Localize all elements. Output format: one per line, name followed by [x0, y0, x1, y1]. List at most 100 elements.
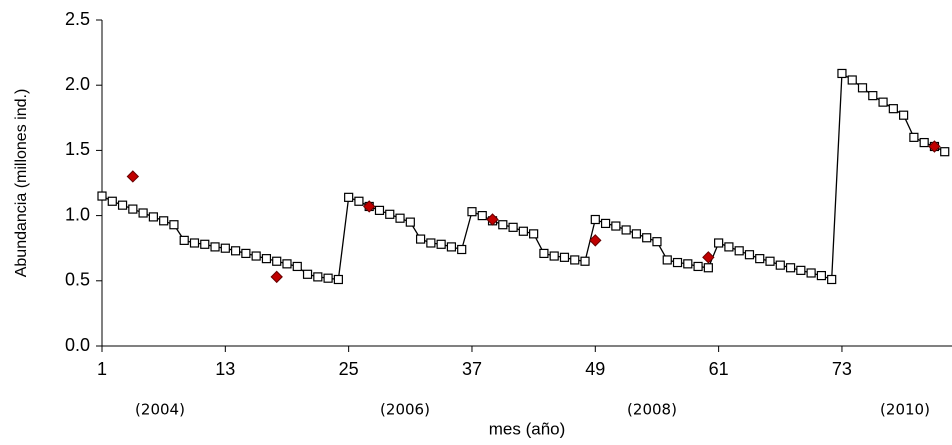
point	[251, 251, 261, 261]
point	[702, 251, 715, 264]
point	[693, 261, 703, 272]
point	[323, 273, 333, 283]
y-tick-label: 0.0	[65, 335, 90, 355]
y-tick-label: 0.5	[65, 270, 90, 290]
point	[775, 260, 785, 270]
point	[220, 243, 230, 253]
point	[272, 256, 282, 266]
point	[128, 204, 138, 214]
point	[806, 268, 816, 278]
point	[395, 213, 405, 223]
point	[642, 233, 652, 243]
y-axis-label: Abundancia (millones ind.)	[13, 89, 30, 278]
point	[816, 270, 826, 281]
point	[837, 68, 847, 79]
x-tick-label: 73	[832, 359, 852, 379]
point	[270, 270, 283, 284]
x-axis-label: mes (año)	[489, 419, 566, 438]
x-tick-label: 61	[709, 359, 729, 379]
point	[827, 274, 837, 285]
point	[374, 205, 385, 215]
point	[210, 242, 220, 252]
point	[928, 140, 941, 153]
point	[662, 255, 672, 265]
point	[169, 220, 179, 230]
point	[621, 225, 631, 235]
y-tick-label: 1.5	[65, 139, 90, 159]
point	[467, 207, 477, 217]
point	[539, 248, 549, 259]
y-tick-label: 1.0	[65, 204, 90, 224]
point	[724, 242, 734, 252]
point	[415, 234, 426, 244]
point	[333, 274, 343, 285]
point	[405, 217, 415, 227]
point	[703, 263, 713, 273]
point	[796, 265, 806, 275]
point	[354, 196, 364, 206]
point	[600, 218, 611, 229]
point	[302, 269, 313, 279]
point	[744, 250, 755, 260]
point	[549, 251, 559, 261]
point	[909, 132, 919, 142]
point	[570, 255, 580, 265]
point	[611, 221, 621, 231]
point	[189, 238, 200, 248]
point	[714, 238, 724, 248]
point	[919, 137, 929, 148]
y-tick-label: 2.0	[65, 74, 90, 94]
point	[436, 239, 446, 249]
point	[765, 256, 775, 266]
x-tick-label: 25	[339, 359, 359, 379]
point	[508, 222, 518, 232]
x-tick-label: 1	[97, 359, 107, 379]
point	[518, 226, 528, 236]
point	[241, 248, 251, 259]
point	[292, 261, 302, 272]
point	[868, 91, 878, 101]
point	[385, 209, 395, 219]
point	[683, 259, 693, 269]
point	[282, 259, 292, 269]
x-tick-label: 49	[585, 359, 605, 379]
point	[899, 110, 909, 120]
point	[589, 234, 602, 247]
point	[785, 263, 796, 273]
point	[559, 252, 570, 262]
point	[652, 237, 662, 247]
point	[107, 196, 117, 206]
point	[590, 214, 600, 225]
point	[529, 229, 539, 239]
point	[148, 212, 158, 222]
point	[126, 170, 140, 183]
point	[261, 254, 272, 264]
point	[457, 244, 467, 255]
point	[117, 200, 128, 210]
point	[486, 213, 499, 226]
point	[231, 246, 241, 256]
point	[138, 208, 148, 218]
y-tick-label: 2.5	[65, 9, 90, 29]
annotation: (2004)	[135, 401, 185, 419]
point	[426, 238, 436, 248]
point	[200, 239, 210, 249]
point	[940, 147, 950, 157]
point	[631, 229, 642, 239]
point	[888, 104, 898, 114]
annotation: (2010)	[880, 401, 930, 419]
point	[97, 191, 107, 201]
point	[878, 97, 888, 107]
annotation: (2006)	[380, 401, 430, 419]
point	[362, 200, 376, 213]
point	[672, 257, 683, 268]
point	[847, 75, 857, 85]
point	[446, 242, 457, 252]
point	[344, 192, 354, 202]
point	[498, 220, 508, 230]
point	[734, 246, 744, 256]
x-tick-label: 37	[462, 359, 482, 379]
point	[313, 272, 323, 282]
